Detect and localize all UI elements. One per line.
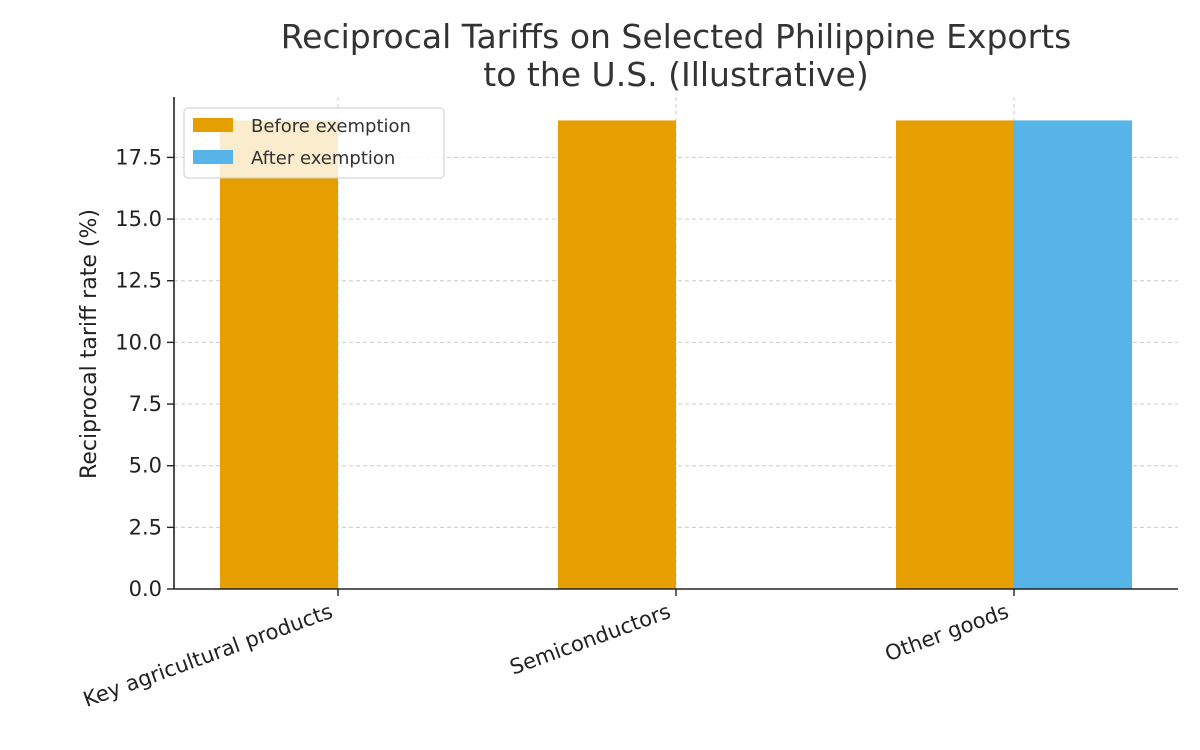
x-category-labels: Key agricultural products Semiconductors O… <box>80 599 1012 712</box>
legend-box <box>183 107 445 179</box>
y-tick-label: 17.5 <box>115 145 162 169</box>
y-tick-label: 10.0 <box>115 330 162 354</box>
chart-title-line-2: to the U.S. (Illustrative) <box>483 55 868 94</box>
y-tick-labels: 0.0 2.5 5.0 7.5 10.0 12.5 15.0 17.5 <box>115 145 162 601</box>
y-tick-label: 7.5 <box>129 392 162 416</box>
chart-title-line-1: Reciprocal Tariffs on Selected Philippin… <box>281 17 1072 56</box>
legend-swatch-after <box>193 150 233 164</box>
y-tick-label: 2.5 <box>129 515 162 539</box>
legend-swatch-before <box>193 118 233 132</box>
axes <box>167 97 1178 596</box>
y-tick-label: 0.0 <box>129 577 162 601</box>
y-tick-label: 12.5 <box>115 269 162 293</box>
x-category-label: Key agricultural products <box>80 599 336 712</box>
bar-before-0 <box>220 120 338 589</box>
x-category-label: Semiconductors <box>507 599 674 679</box>
y-tick-label: 15.0 <box>115 207 162 231</box>
x-category-label: Other goods <box>882 599 1012 666</box>
y-tick-label: 5.0 <box>129 454 162 478</box>
bar-after-2 <box>1014 120 1132 589</box>
bar-before-1 <box>558 120 676 589</box>
legend-label-after: After exemption <box>251 148 395 169</box>
legend: Before exemption After exemption <box>183 107 445 179</box>
bar-before-2 <box>896 120 1014 589</box>
bars <box>220 120 1132 589</box>
legend-label-before: Before exemption <box>251 116 411 137</box>
y-axis-label: Reciprocal tariff rate (%) <box>77 209 102 479</box>
